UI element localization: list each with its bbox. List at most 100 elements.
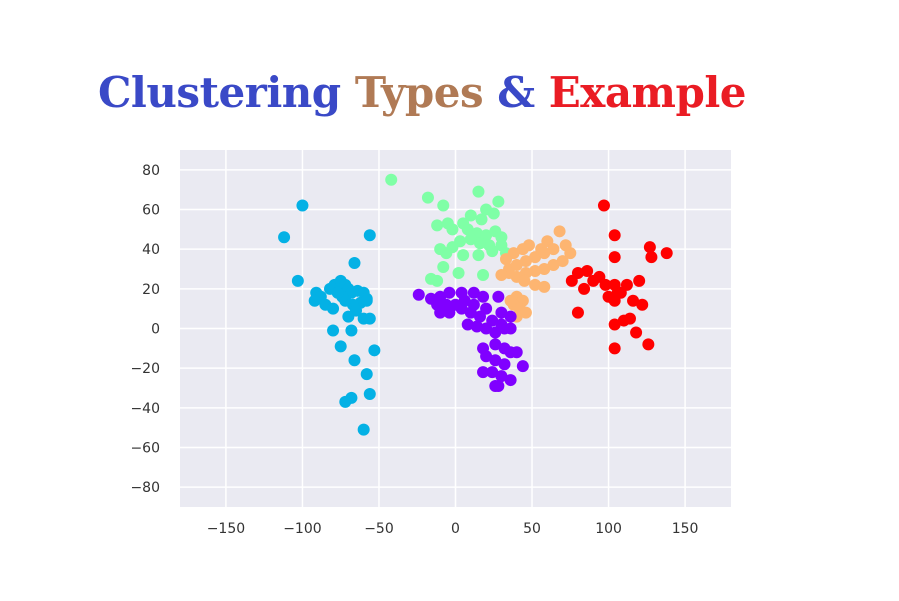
scatter-point xyxy=(363,229,376,242)
scatter-point xyxy=(489,354,502,367)
scatter-point xyxy=(518,274,531,287)
scatter-point xyxy=(327,324,340,337)
cluster-3 xyxy=(495,225,577,323)
scatter-point xyxy=(578,282,591,295)
x-tick-label: 100 xyxy=(595,521,622,537)
scatter-point xyxy=(538,280,551,293)
scatter-point xyxy=(385,173,398,186)
scatter-point xyxy=(489,338,502,351)
y-tick-label: −60 xyxy=(130,441,160,457)
scatter-point xyxy=(492,380,505,393)
scatter-point xyxy=(556,255,569,268)
title-word-example: Example xyxy=(548,68,747,117)
scatter-point xyxy=(446,223,459,236)
scatter-point xyxy=(348,354,361,367)
scatter-point xyxy=(538,247,551,260)
scatter-point xyxy=(564,247,577,260)
title-word-types: Types xyxy=(354,68,484,117)
scatter-point xyxy=(492,195,505,208)
scatter-point xyxy=(529,278,542,291)
scatter-point xyxy=(339,395,352,408)
scatter-point xyxy=(529,251,542,264)
scatter-point xyxy=(597,199,610,212)
scatter-point xyxy=(334,340,347,353)
scatter-point xyxy=(565,274,578,287)
scatter-point xyxy=(492,290,505,303)
scatter-point xyxy=(636,298,649,311)
scatter-point xyxy=(437,261,450,274)
scatter-point xyxy=(360,368,373,381)
scatter-point xyxy=(620,278,633,291)
scatter-point xyxy=(457,249,470,262)
x-tick-label: 50 xyxy=(523,521,541,537)
scatter-point xyxy=(308,294,321,307)
scatter-point xyxy=(504,322,517,335)
y-tick-label: −80 xyxy=(130,480,160,496)
y-tick-label: 80 xyxy=(142,163,160,179)
scatter-point xyxy=(477,366,490,379)
cluster-5 xyxy=(565,199,673,355)
data-points xyxy=(278,173,673,436)
scatter-point xyxy=(461,318,474,331)
scatter-point xyxy=(327,302,340,315)
scatter-point xyxy=(421,191,434,204)
scatter-point xyxy=(498,358,511,371)
scatter-point xyxy=(461,223,474,236)
scatter-point xyxy=(412,288,425,301)
scatter-point xyxy=(630,326,643,339)
scatter-point xyxy=(345,324,358,337)
scatter-point xyxy=(464,306,477,319)
scatter-point xyxy=(516,360,529,373)
scatter-point xyxy=(486,245,499,258)
scatter-point xyxy=(608,229,621,242)
cluster-2 xyxy=(385,173,513,287)
scatter-point xyxy=(296,199,309,212)
scatter-point xyxy=(645,251,658,264)
x-tick-label: 0 xyxy=(451,521,460,537)
scatter-point xyxy=(538,263,551,275)
scatter-point xyxy=(278,231,291,244)
y-tick-label: −20 xyxy=(130,361,160,377)
scatter-point xyxy=(519,255,532,268)
x-tick-label: −100 xyxy=(283,521,321,537)
y-tick-label: 40 xyxy=(142,242,160,258)
x-axis-ticks: −150 −100 −50 0 50 100 150 xyxy=(207,521,699,537)
scatter-point xyxy=(464,233,477,246)
scatter-point xyxy=(608,342,621,355)
scatter-point xyxy=(464,209,477,222)
cluster-1 xyxy=(278,199,381,436)
scatter-point xyxy=(472,185,485,198)
scatter-point xyxy=(623,312,636,325)
scatter-point xyxy=(443,286,456,299)
cluster-4 xyxy=(412,286,529,393)
scatter-point xyxy=(608,318,621,331)
scatter-point xyxy=(495,370,508,383)
scatter-point xyxy=(363,387,376,400)
scatter-point xyxy=(477,268,490,281)
scatter-point xyxy=(504,310,517,323)
scatter-point xyxy=(477,290,490,303)
scatter-point xyxy=(529,264,542,277)
scatter-point xyxy=(473,310,486,323)
title-ampersand: & xyxy=(497,68,535,117)
y-tick-label: 20 xyxy=(142,282,160,298)
scatter-point xyxy=(516,243,529,256)
scatter-point xyxy=(363,312,376,325)
scatter-point xyxy=(660,247,673,260)
scatter-point xyxy=(553,225,566,238)
scatter-point xyxy=(587,274,600,287)
scatter-point xyxy=(495,268,508,281)
scatter-point xyxy=(486,366,499,379)
scatter-point xyxy=(475,213,488,226)
scatter-point xyxy=(571,306,584,319)
scatter-point xyxy=(357,423,370,436)
y-tick-label: 0 xyxy=(151,322,160,338)
scatter-point xyxy=(434,306,447,319)
scatter-point xyxy=(455,302,468,315)
scatter-point xyxy=(500,253,513,266)
x-tick-label: −50 xyxy=(364,521,394,537)
scatter-point xyxy=(495,306,508,319)
scatter-point xyxy=(470,320,483,333)
y-tick-label: −40 xyxy=(130,401,160,417)
scatter-point xyxy=(472,249,485,262)
